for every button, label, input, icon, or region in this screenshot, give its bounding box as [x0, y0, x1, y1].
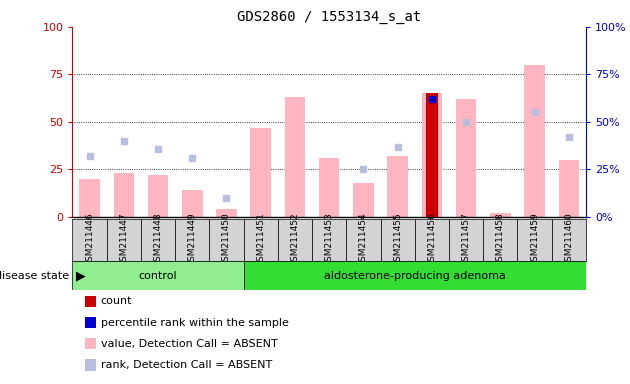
FancyBboxPatch shape: [244, 219, 278, 261]
Text: GSM211455: GSM211455: [393, 213, 402, 267]
Bar: [559, 160, 579, 217]
FancyBboxPatch shape: [449, 219, 483, 261]
Text: GSM211453: GSM211453: [324, 213, 334, 267]
Text: GSM211459: GSM211459: [530, 213, 539, 267]
Bar: [421, 93, 442, 217]
Text: GSM211460: GSM211460: [564, 213, 573, 267]
Text: GSM211454: GSM211454: [359, 213, 368, 267]
FancyBboxPatch shape: [415, 219, 449, 261]
Text: count: count: [101, 296, 132, 306]
FancyBboxPatch shape: [517, 219, 552, 261]
FancyBboxPatch shape: [381, 219, 415, 261]
Bar: [353, 183, 374, 217]
FancyBboxPatch shape: [552, 219, 586, 261]
Text: rank, Detection Call = ABSENT: rank, Detection Call = ABSENT: [101, 360, 272, 370]
Bar: [427, 93, 437, 217]
Bar: [216, 209, 237, 217]
Bar: [490, 213, 510, 217]
Text: disease state: disease state: [0, 270, 69, 281]
Text: GSM211458: GSM211458: [496, 213, 505, 267]
Text: GSM211449: GSM211449: [188, 213, 197, 267]
Text: GSM211457: GSM211457: [462, 213, 471, 267]
Text: value, Detection Call = ABSENT: value, Detection Call = ABSENT: [101, 339, 278, 349]
FancyBboxPatch shape: [106, 219, 141, 261]
FancyBboxPatch shape: [483, 219, 517, 261]
Title: GDS2860 / 1553134_s_at: GDS2860 / 1553134_s_at: [237, 10, 421, 25]
Bar: [524, 65, 545, 217]
FancyBboxPatch shape: [346, 219, 381, 261]
Bar: [251, 127, 271, 217]
FancyBboxPatch shape: [209, 219, 244, 261]
Text: GSM211448: GSM211448: [154, 213, 163, 267]
Bar: [319, 158, 340, 217]
FancyBboxPatch shape: [244, 261, 586, 290]
Text: GSM211451: GSM211451: [256, 213, 265, 267]
FancyBboxPatch shape: [72, 261, 244, 290]
FancyBboxPatch shape: [278, 219, 312, 261]
Bar: [182, 190, 202, 217]
FancyBboxPatch shape: [175, 219, 209, 261]
Text: GSM211456: GSM211456: [427, 213, 437, 267]
FancyBboxPatch shape: [141, 219, 175, 261]
Bar: [387, 156, 408, 217]
FancyBboxPatch shape: [312, 219, 347, 261]
Text: control: control: [139, 270, 177, 281]
Bar: [456, 99, 476, 217]
Bar: [79, 179, 100, 217]
Bar: [148, 175, 168, 217]
Bar: [285, 97, 305, 217]
Bar: [113, 173, 134, 217]
Text: GSM211446: GSM211446: [85, 213, 94, 267]
Text: GSM211450: GSM211450: [222, 213, 231, 267]
Text: ▶: ▶: [76, 269, 85, 282]
Text: aldosterone-producing adenoma: aldosterone-producing adenoma: [324, 270, 506, 281]
Text: percentile rank within the sample: percentile rank within the sample: [101, 318, 289, 328]
Text: GSM211452: GSM211452: [290, 213, 299, 267]
Text: GSM211447: GSM211447: [119, 213, 129, 267]
FancyBboxPatch shape: [72, 219, 106, 261]
